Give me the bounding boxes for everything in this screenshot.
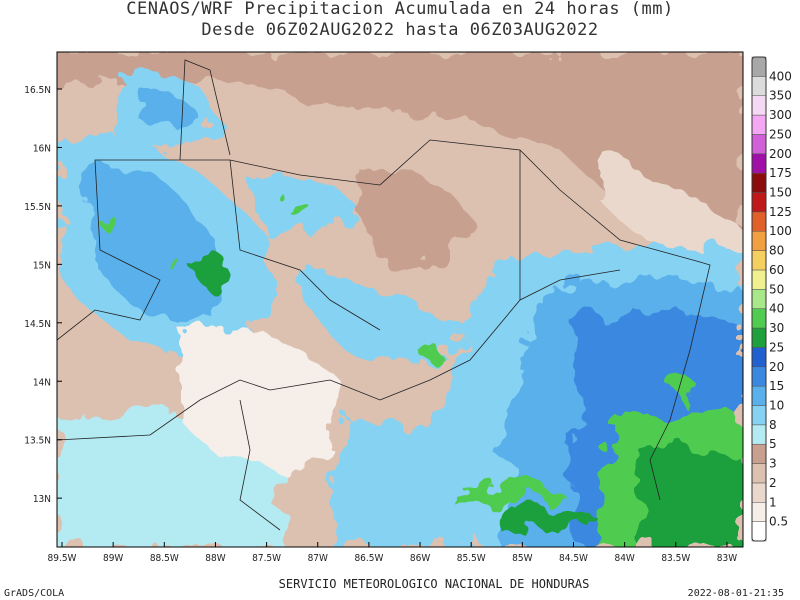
colorbar-segment [751, 502, 767, 522]
colorbar-label: 80 [769, 244, 784, 258]
colorbar-label: 150 [769, 186, 792, 200]
footer-left: GrADS/COLA [4, 588, 64, 599]
latitude-label: 15.5N [24, 202, 51, 213]
colorbar-label: 2 [769, 476, 777, 490]
colorbar-segment [751, 482, 767, 503]
longitude-label: 88.5W [150, 553, 179, 564]
longitude-label: 86.5W [354, 553, 383, 564]
colorbar-segment [751, 230, 767, 251]
colorbar-segment [751, 385, 767, 406]
colorbar-segment [751, 443, 767, 464]
colorbar-segment [751, 463, 767, 484]
longitude-label: 86W [410, 553, 430, 564]
longitude-label: 85W [512, 553, 532, 564]
map-frame [56, 51, 744, 548]
colorbar-label: 25 [769, 340, 784, 354]
colorbar-frame [751, 56, 767, 542]
colorbar-label: 10 [769, 398, 784, 412]
colorbar-label: 20 [769, 360, 784, 374]
colorbar-label: 5 [769, 437, 777, 451]
longitude-label: 87W [308, 553, 328, 564]
latitude-label: 14.5N [24, 319, 51, 330]
colorbar-segment [751, 366, 767, 387]
longitude-label: 88W [205, 553, 225, 564]
precipitation-field [57, 52, 743, 547]
colorbar-label: 40 [769, 302, 784, 316]
longitude-label: 85.5W [457, 553, 486, 564]
colorbar-label: 250 [769, 127, 792, 141]
colorbar-segment [751, 153, 767, 174]
colorbar-segment [751, 192, 767, 213]
colorbar-segment [751, 308, 767, 329]
colorbar-segment [751, 172, 767, 193]
latitude-label: 13.5N [24, 436, 51, 447]
colorbar-label: 60 [769, 263, 784, 277]
longitude-label: 83W [717, 553, 737, 564]
colorbar-label: 125 [769, 205, 792, 219]
latitude-label: 13N [33, 494, 51, 505]
colorbar-label: 3 [769, 457, 777, 471]
colorbar-label: 350 [769, 89, 792, 103]
longitude-label: 89W [103, 553, 123, 564]
colorbar-segment [751, 405, 767, 426]
colorbar-segment [751, 211, 767, 232]
title: CENAOS/WRF Precipitacion Acumulada en 24… [126, 0, 673, 19]
colorbar-segment [751, 347, 767, 368]
latitude-label: 14N [33, 377, 51, 388]
subtitle: Desde 06Z02AUG2022 hasta 06Z03AUG2022 [201, 20, 598, 40]
colorbar-segment [751, 114, 767, 135]
colorbar-segment [751, 327, 767, 348]
colorbar-segment [751, 250, 767, 271]
footer-right: 2022-08-01-21:35 [688, 588, 784, 599]
colorbar-segment [751, 289, 767, 309]
longitude-label: 87.5W [252, 553, 281, 564]
colorbar-label: 200 [769, 147, 792, 161]
colorbar-segment [751, 521, 767, 542]
longitude-label: 84W [614, 553, 634, 564]
colorbar-label: 400 [769, 69, 792, 83]
colorbar-label: 1 [769, 495, 777, 509]
colorbar-segment [751, 269, 767, 290]
colorbar-segment [751, 56, 767, 77]
latitude-label: 16N [33, 143, 51, 154]
colorbar-label: 8 [769, 418, 777, 432]
longitude-label: 89.5W [48, 553, 77, 564]
colorbar-segment [751, 95, 767, 116]
colorbar-label: 30 [769, 321, 784, 335]
colorbar-label: 100 [769, 224, 792, 238]
colorbar-label: 175 [769, 166, 792, 180]
latitude-label: 15N [33, 260, 51, 271]
longitude-label: 84.5W [559, 553, 588, 564]
colorbar-label: 50 [769, 282, 784, 296]
colorbar-segment [751, 76, 767, 96]
latitude-label: 16.5N [24, 85, 51, 96]
colorbar-label: 300 [769, 108, 792, 122]
longitude-label: 83.5W [661, 553, 690, 564]
colorbar-segment [751, 134, 767, 155]
colorbar-label: 15 [769, 379, 784, 393]
footer-center: SERVICIO METEOROLOGICO NACIONAL DE HONDU… [279, 577, 590, 591]
colorbar-label: 0.5 [769, 515, 788, 529]
colorbar-segment [751, 424, 767, 445]
